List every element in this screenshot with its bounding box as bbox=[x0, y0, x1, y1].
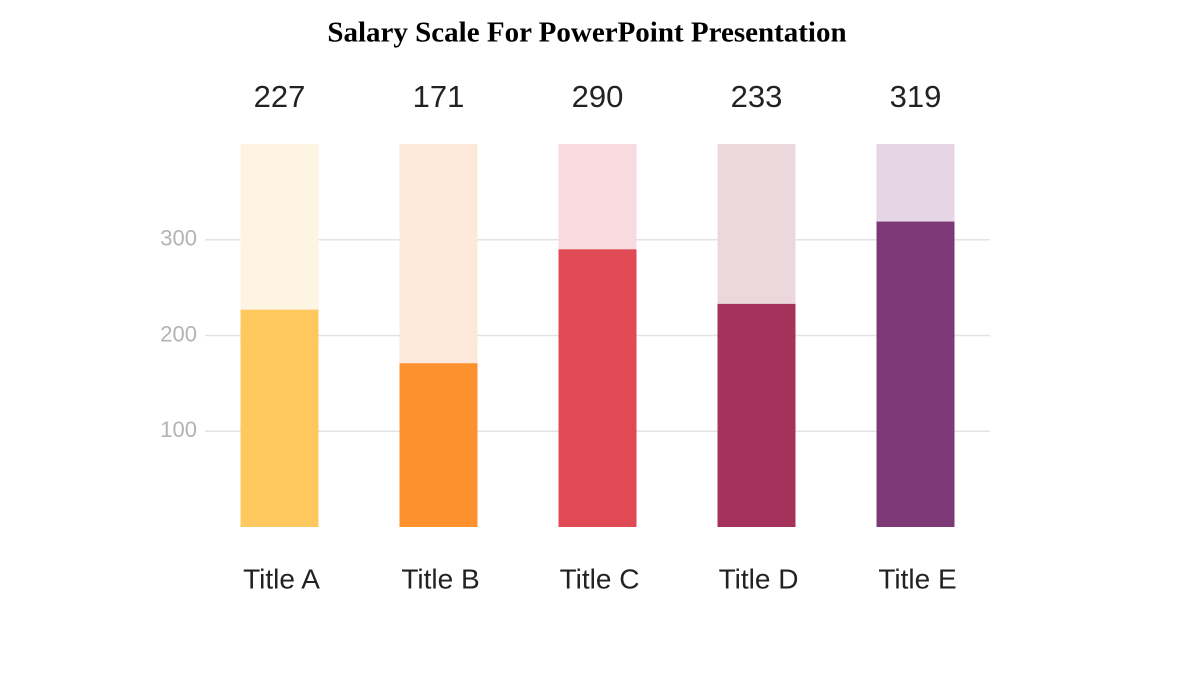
value-label: 290 bbox=[572, 79, 624, 114]
value-label: 319 bbox=[890, 79, 942, 114]
bar bbox=[399, 363, 478, 527]
x-tick-label: Title D bbox=[719, 563, 799, 594]
x-tick-label: Title B bbox=[401, 563, 479, 594]
y-tick-label: 200 bbox=[160, 321, 197, 346]
x-tick-label: Title C bbox=[560, 563, 640, 594]
y-tick-label: 300 bbox=[160, 226, 197, 251]
bar bbox=[717, 303, 796, 527]
bar bbox=[876, 221, 955, 527]
value-label: 227 bbox=[254, 79, 306, 114]
y-tick-label: 100 bbox=[160, 417, 197, 442]
chart-title: Salary Scale For PowerPoint Presentation bbox=[327, 17, 846, 49]
value-label: 233 bbox=[731, 79, 783, 114]
value-label: 171 bbox=[413, 79, 465, 114]
bar bbox=[240, 309, 319, 527]
bar bbox=[558, 249, 637, 527]
x-tick-label: Title E bbox=[878, 563, 956, 594]
x-tick-label: Title A bbox=[243, 563, 320, 594]
